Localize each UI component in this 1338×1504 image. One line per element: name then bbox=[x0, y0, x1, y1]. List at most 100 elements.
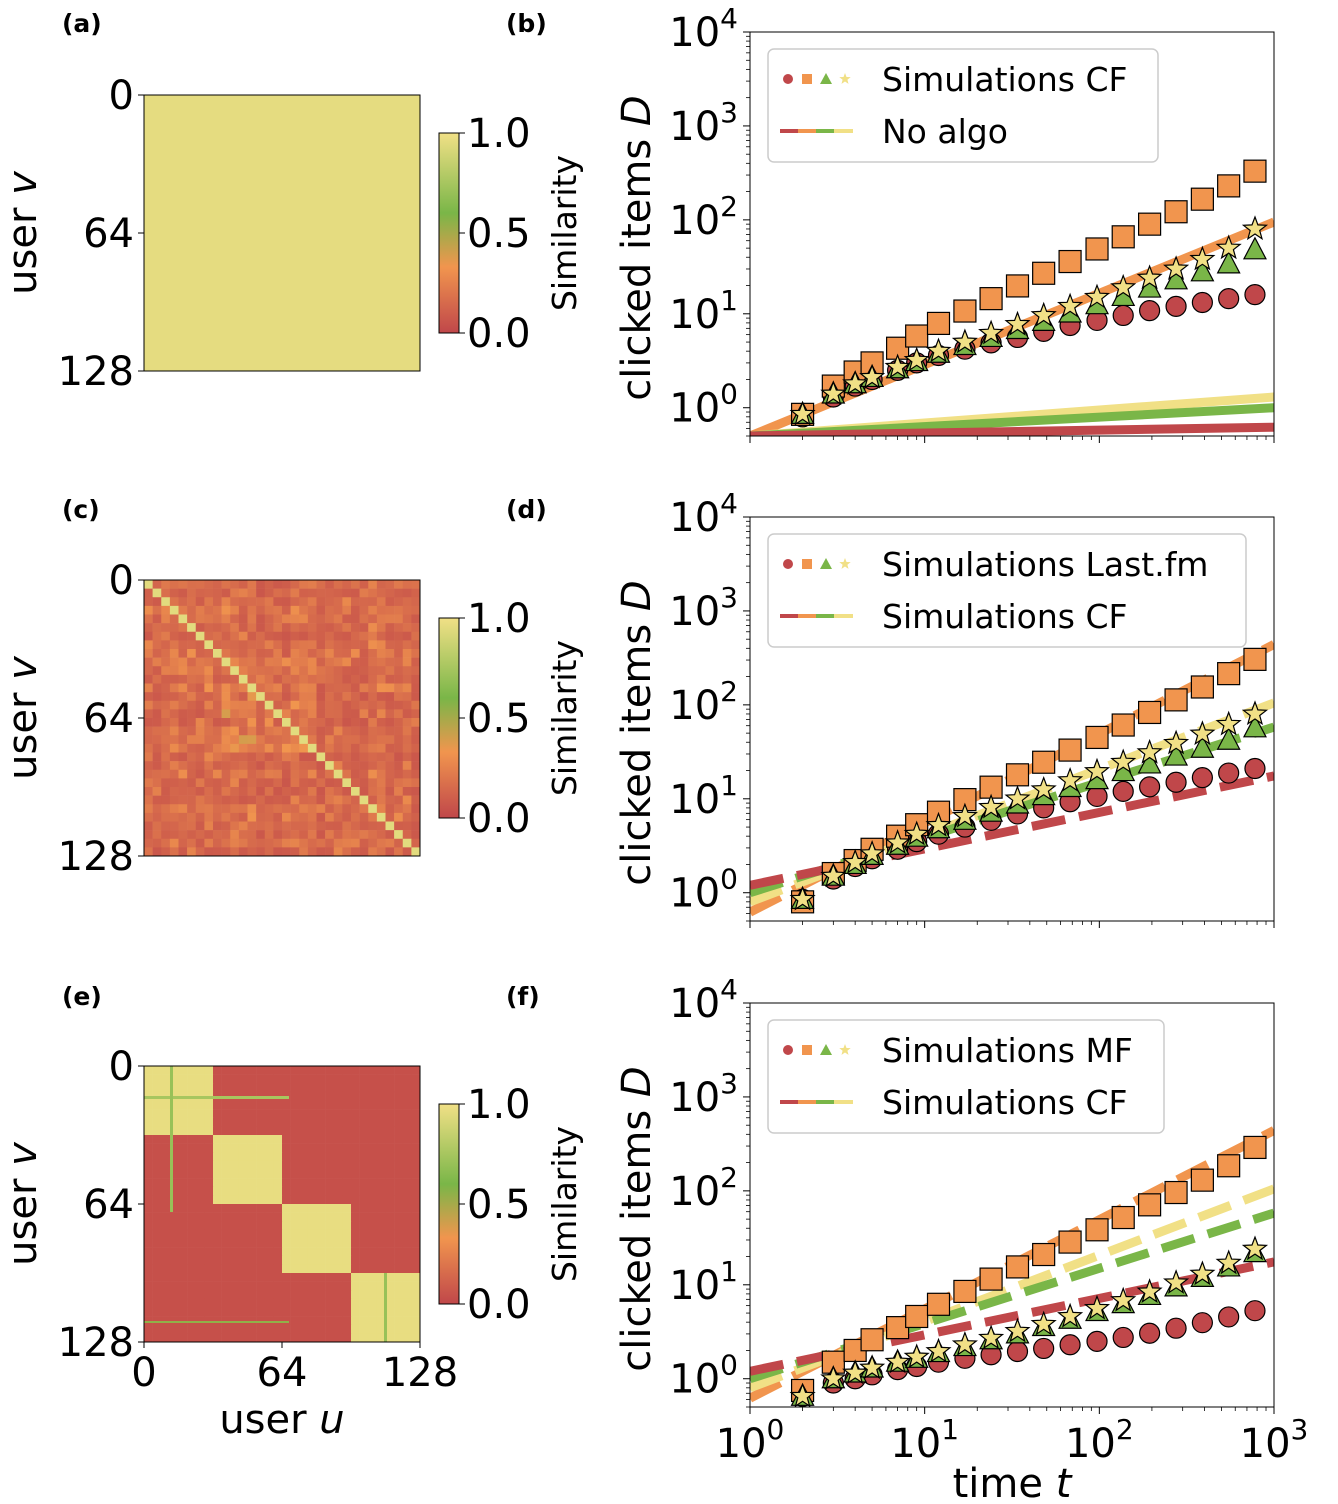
heatmap-cell bbox=[359, 752, 369, 762]
heatmap-cell bbox=[187, 769, 197, 779]
heatmap-cell bbox=[307, 674, 317, 684]
heatmap-cell bbox=[333, 1074, 343, 1084]
heatmap-cell bbox=[376, 657, 386, 667]
heatmap-cell bbox=[238, 1083, 248, 1093]
heatmap-cell bbox=[152, 692, 162, 702]
heatmap-cell bbox=[325, 1204, 335, 1213]
heatmap-cell bbox=[144, 1152, 153, 1162]
heatmap-cell bbox=[385, 1160, 395, 1170]
heatmap-cell bbox=[411, 1204, 421, 1213]
heatmap-cell bbox=[316, 674, 326, 684]
marker-star bbox=[1030, 775, 1057, 801]
heatmap-cell bbox=[213, 1074, 222, 1084]
marker-triangle bbox=[1137, 750, 1162, 774]
heatmap-cell bbox=[187, 683, 197, 693]
heatmap-cell bbox=[368, 1264, 378, 1274]
heatmap-cell bbox=[342, 640, 352, 650]
heatmap-cell bbox=[264, 1212, 274, 1222]
heatmap-cell bbox=[333, 597, 343, 607]
heatmap-cell bbox=[204, 1117, 214, 1127]
heatmap-cell bbox=[368, 683, 378, 693]
heatmap-cell bbox=[264, 1143, 274, 1153]
heatmap-cell bbox=[307, 649, 317, 658]
heatmap-cell bbox=[247, 1238, 257, 1248]
heatmap-cell bbox=[307, 1229, 317, 1239]
heatmap-cell bbox=[230, 1152, 240, 1162]
heatmap-cell bbox=[264, 1066, 274, 1075]
heatmap-cell bbox=[282, 1298, 291, 1308]
heatmap-cell bbox=[299, 640, 309, 650]
heatmap-cell bbox=[256, 657, 266, 667]
heatmap-cell bbox=[273, 1333, 283, 1343]
heatmap-cell bbox=[144, 1255, 153, 1265]
heatmap-cell bbox=[144, 1178, 153, 1188]
heatmap-cell bbox=[368, 580, 378, 589]
heatmap-cell bbox=[195, 1273, 205, 1282]
heatmap-cell bbox=[307, 1066, 317, 1075]
heatmap-cell bbox=[385, 1255, 395, 1265]
heatmap-cell bbox=[333, 1264, 343, 1274]
heatmap-cell bbox=[342, 718, 352, 727]
heatmap-cell bbox=[238, 1238, 248, 1248]
heatmap-cell bbox=[195, 1264, 205, 1274]
heatmap-cell bbox=[307, 709, 317, 719]
heatmap-cell bbox=[178, 1316, 188, 1326]
heatmap-cell bbox=[213, 1307, 222, 1317]
heatmap-cell bbox=[213, 623, 222, 633]
heatmap-cell bbox=[351, 821, 360, 831]
heatmap-cell bbox=[333, 795, 343, 805]
marker-star bbox=[820, 380, 847, 406]
heatmap-cell bbox=[333, 1143, 343, 1153]
heatmap-cell bbox=[221, 1066, 231, 1075]
heatmap-cell bbox=[221, 787, 231, 796]
heatmap-cell bbox=[256, 1324, 266, 1334]
heatmap-cell bbox=[333, 812, 343, 822]
heatmap-cell bbox=[299, 821, 309, 831]
heatmap-cell bbox=[230, 1281, 240, 1291]
heatmap-cell bbox=[144, 778, 153, 788]
heatmap-cell bbox=[299, 1298, 309, 1308]
heatmap-cell bbox=[213, 761, 222, 771]
heatmap-cell bbox=[325, 1083, 335, 1093]
heatmap-cell bbox=[316, 838, 326, 848]
heatmap-cell bbox=[144, 692, 153, 702]
heatmap-cell bbox=[359, 1229, 369, 1239]
heatmap-cell bbox=[187, 614, 197, 624]
heatmap-cell bbox=[333, 1307, 343, 1317]
heatmap-cell bbox=[204, 597, 214, 607]
heatmap-cell bbox=[411, 1290, 421, 1300]
heatmap-cell bbox=[195, 588, 205, 598]
heatmap-cell bbox=[351, 743, 360, 753]
heatmap-cell bbox=[325, 847, 335, 857]
heatmap-cell bbox=[368, 1160, 378, 1170]
heatmap-cell bbox=[359, 1169, 369, 1179]
heatmap-cell bbox=[290, 821, 300, 831]
heatmap-cell bbox=[238, 847, 248, 857]
heatmap-cell bbox=[299, 614, 309, 624]
heatmap-cell bbox=[325, 1160, 335, 1170]
heatmap-cell bbox=[411, 683, 421, 693]
heatmap-cell bbox=[368, 1109, 378, 1119]
heatmap-cell bbox=[169, 1186, 179, 1196]
heatmap-cell bbox=[187, 1169, 197, 1179]
heatmap-cell bbox=[144, 1273, 153, 1282]
heatmap-cell bbox=[290, 700, 300, 710]
heatmap-cell bbox=[342, 1195, 352, 1205]
heatmap-cell bbox=[290, 1298, 300, 1308]
heatmap-cell bbox=[342, 588, 352, 598]
heatmap-cell bbox=[385, 580, 395, 589]
heatmap-cell bbox=[385, 1186, 395, 1196]
heatmap-cell bbox=[161, 1307, 171, 1317]
legend-label-1: Simulations Last.fm bbox=[882, 545, 1208, 584]
heatmap-cell bbox=[161, 631, 171, 641]
marker-circle bbox=[1006, 1340, 1029, 1363]
marker-square bbox=[905, 1304, 929, 1329]
heatmap-cell bbox=[213, 631, 222, 641]
heatmap-cell bbox=[325, 1229, 335, 1239]
marker-triangle bbox=[1164, 742, 1189, 766]
heatmap-cell bbox=[204, 674, 214, 684]
heatmap-cell bbox=[264, 597, 274, 607]
heatmap-cell bbox=[169, 769, 179, 779]
heatmap-cell bbox=[169, 649, 179, 658]
